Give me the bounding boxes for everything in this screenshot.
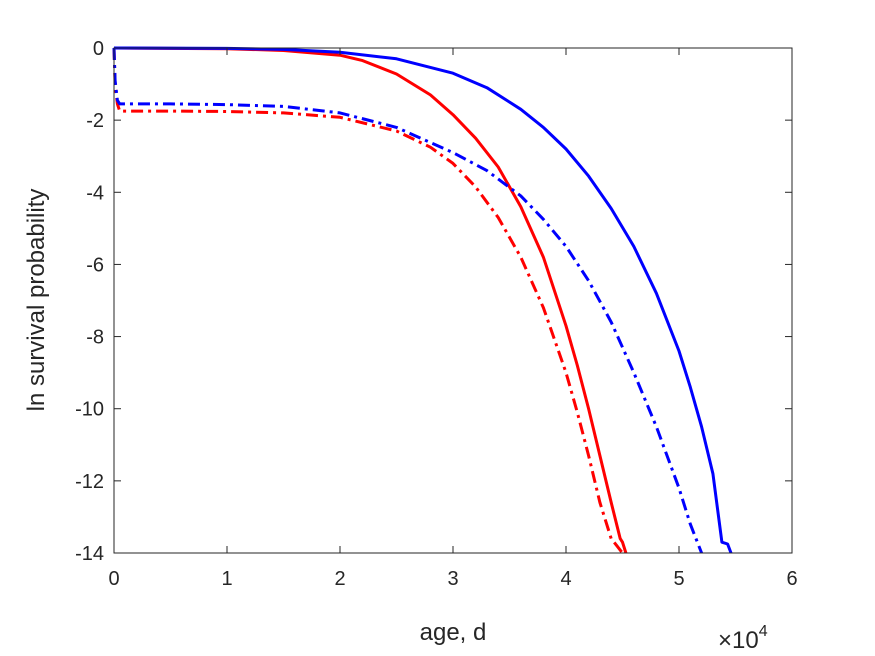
y-tick-label-0: 0	[93, 38, 104, 60]
series-line-2	[113, 46, 733, 554]
x-tick-label-4: 4	[560, 568, 571, 590]
x-tick-label-5: 5	[673, 568, 684, 590]
y-tick-label-3: -6	[86, 254, 104, 276]
plot-area	[114, 48, 792, 553]
y-tick-label-2: -4	[86, 182, 104, 204]
x-axis-label: age, d	[420, 619, 487, 646]
series-line-1	[113, 46, 628, 554]
y-tick-label-4: -8	[86, 327, 104, 349]
x-exponent-power: 4	[759, 623, 768, 640]
x-tick-label-0: 0	[108, 568, 119, 590]
y-tick-label-6: -12	[75, 471, 104, 493]
tick-layer: 0 1 2 3 4 5 6 0 -2 -4 -6 -8 -10 -12 -14	[75, 38, 797, 590]
x-exponent-label: ×104	[718, 623, 768, 654]
x-exponent-base: ×10	[718, 627, 759, 654]
x-tick-label-2: 2	[334, 568, 345, 590]
y-tick-label-1: -2	[86, 110, 104, 132]
x-tick-label-6: 6	[786, 568, 797, 590]
y-tick-label-7: -14	[75, 543, 104, 565]
series-line-3	[112, 47, 624, 554]
y-tick-label-5: -10	[75, 399, 104, 421]
x-tick-label-1: 1	[221, 568, 232, 590]
x-tick-label-3: 3	[447, 568, 458, 590]
series-line-4	[112, 47, 703, 554]
y-axis-label: ln survival probability	[23, 189, 50, 412]
series-layer	[112, 46, 733, 554]
